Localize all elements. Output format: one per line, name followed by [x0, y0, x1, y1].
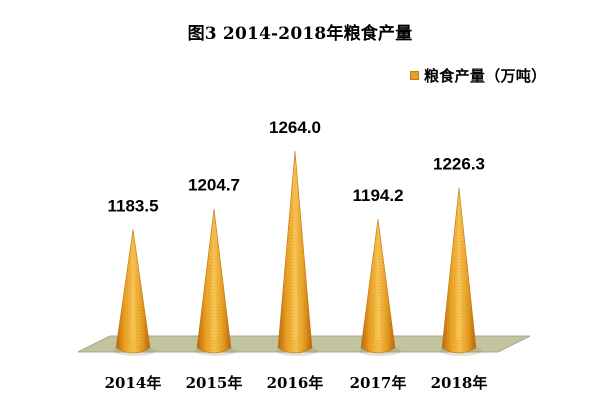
cone-bar: [114, 229, 156, 356]
x-tick-label: 2014年: [105, 374, 162, 392]
cone-bar: [440, 187, 482, 356]
cones-layer: [114, 150, 482, 356]
data-label: 1264.0: [269, 118, 321, 137]
legend-swatch: [410, 70, 419, 80]
cone-texture: [278, 150, 312, 353]
data-label: 1183.5: [107, 196, 158, 215]
cone-texture: [442, 187, 476, 353]
x-tick-label: 2018年: [431, 374, 488, 392]
cone-texture: [361, 218, 395, 353]
cone-texture: [197, 208, 231, 353]
cone-highlight: [292, 162, 298, 340]
legend-label: 粮食产量（万吨）: [424, 66, 547, 85]
cone-texture: [116, 229, 150, 353]
data-label: 1194.2: [352, 186, 403, 205]
cone-bar: [359, 218, 401, 356]
cone-highlight: [456, 199, 462, 340]
data-label: 1226.3: [433, 155, 485, 174]
ticks-layer: 2014年 2015年 2016年 2017年 2018年: [105, 374, 488, 392]
labels-layer: 1183.5 1204.7 1264.0 1194.2 1226.3: [107, 118, 485, 216]
x-tick-label: 2015年: [186, 374, 243, 392]
cone-bar: [276, 150, 318, 356]
cone-bar: [195, 208, 237, 356]
chart-title: 图3 2014-2018年粮食产量: [187, 24, 413, 44]
cone-highlight: [375, 230, 381, 340]
cone-highlight: [211, 220, 217, 340]
x-tick-label: 2017年: [350, 374, 407, 392]
x-tick-label: 2016年: [267, 374, 324, 392]
legend: 粮食产量（万吨）: [410, 66, 547, 85]
data-label: 1204.7: [188, 176, 240, 195]
cone-highlight: [130, 241, 136, 340]
